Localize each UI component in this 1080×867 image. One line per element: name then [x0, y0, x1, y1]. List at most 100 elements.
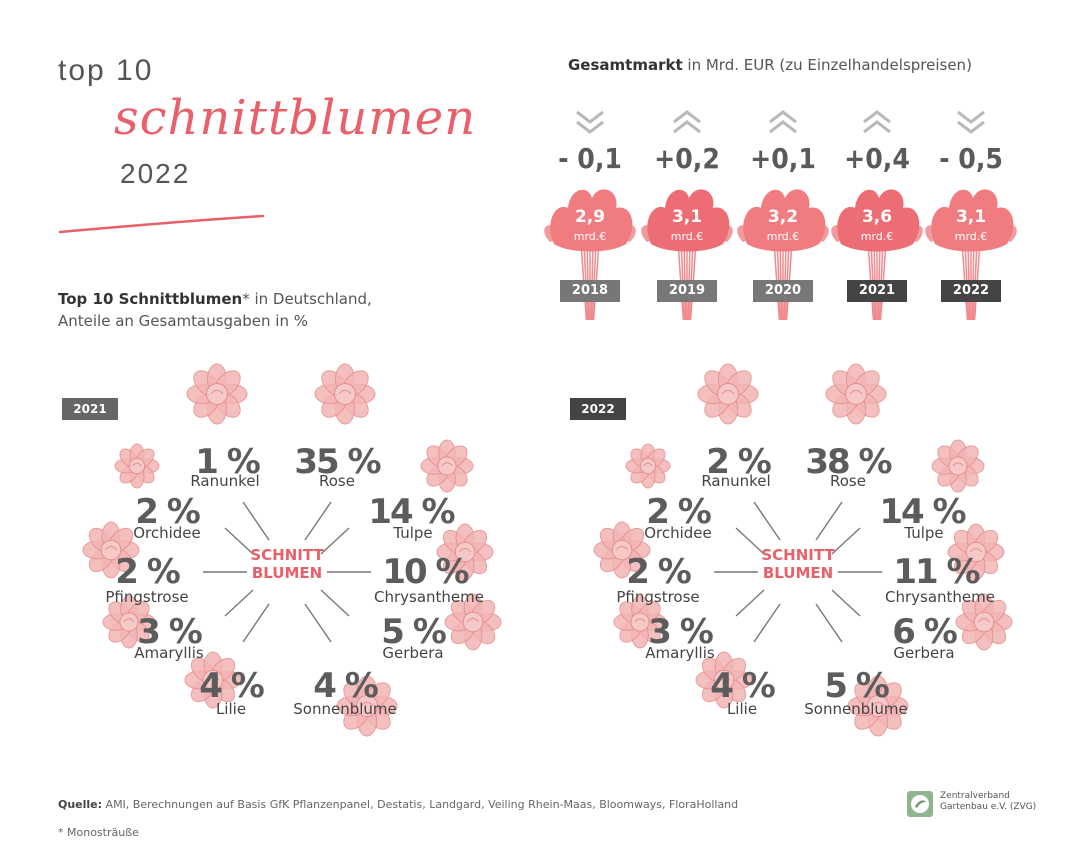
chevron-down-icon	[576, 110, 604, 134]
flower-illustration-icon	[436, 523, 494, 581]
center-label-line: SCHNITT	[761, 546, 835, 564]
flower-illustration-icon	[420, 439, 474, 493]
market-year-label: 2020	[753, 280, 813, 302]
share-percent: 5 %	[824, 666, 890, 706]
year-badge: 2022	[570, 398, 626, 420]
market-value: 3,2	[767, 207, 799, 227]
title-year: 2022	[120, 158, 191, 189]
share-percent: 14 %	[368, 492, 455, 532]
market-unit: mrd.€	[766, 230, 800, 243]
flower-illustration-icon	[314, 363, 376, 425]
subtitle: Top 10 Schnittblumen* in Deutschland, An…	[58, 288, 372, 332]
market-unit: mrd.€	[954, 230, 988, 243]
flower-illustration-icon	[613, 595, 667, 649]
flower-illustration-icon	[336, 675, 398, 737]
share-percent: 38 %	[805, 442, 892, 482]
chevron-down-icon	[957, 110, 985, 134]
zvg-line1: Zentralverband	[940, 791, 1010, 801]
source-note: Quelle: AMI, Berechnungen auf Basis GfK …	[58, 798, 738, 811]
market-unit: mrd.€	[573, 230, 607, 243]
share-percent: 4 %	[710, 666, 776, 706]
flower-name: Gerbera	[893, 644, 955, 662]
center-label-line: BLUMEN	[251, 564, 323, 582]
flower-illustration-icon	[695, 651, 753, 709]
flower-name: Ranunkel	[190, 472, 260, 490]
flower-illustration-icon	[114, 443, 160, 489]
chevron-up-icon	[769, 110, 797, 134]
flower-name: Chrysantheme	[374, 588, 484, 606]
share-percent: 2 %	[706, 442, 772, 482]
market-value: 2,9	[574, 207, 606, 227]
flower-name: Lilie	[726, 700, 758, 718]
market-year-label: 2021	[847, 280, 907, 302]
zvg-text: Zentralverband Gartenbau e.V. (ZVG)	[940, 791, 1036, 813]
market-value: 3,1	[671, 207, 703, 227]
bouquet-icon	[831, 189, 923, 321]
zvg-emblem-icon	[907, 791, 933, 817]
flower-name: Sonnenblume	[293, 700, 397, 718]
market-unit: mrd.€	[860, 230, 894, 243]
subtitle-bold: Top 10 Schnittblumen	[58, 290, 243, 308]
flower-illustration-icon	[825, 363, 887, 425]
flower-illustration-icon	[931, 439, 985, 493]
flower-name: Gerbera	[382, 644, 444, 662]
bouquet-icon	[737, 189, 829, 321]
chevron-up-icon	[673, 110, 701, 134]
market-unit: mrd.€	[670, 230, 704, 243]
flower-name: Chrysantheme	[885, 588, 995, 606]
flower-name: Rose	[319, 472, 355, 490]
flower-illustration-icon	[186, 363, 248, 425]
share-percent: 14 %	[879, 492, 966, 532]
flower-name: Amaryllis	[645, 644, 715, 662]
share-percent: 3 %	[648, 612, 714, 652]
share-percent: 2 %	[115, 552, 181, 592]
flower-illustration-icon	[184, 651, 242, 709]
center-label: SCHNITT BLUMEN	[237, 546, 337, 582]
bouquet-icon	[544, 189, 636, 321]
market-delta: - 0,1	[558, 142, 622, 175]
flower-name: Amaryllis	[134, 644, 204, 662]
connector-lines	[714, 501, 882, 643]
flower-name: Tulpe	[904, 524, 944, 542]
subtitle-rest: * in Deutschland,	[242, 290, 372, 308]
market-delta: +0,1	[750, 142, 816, 175]
share-percent: 35 %	[294, 442, 381, 482]
title-line-1: top 10	[58, 54, 154, 87]
flower-name: Pfingstrose	[616, 588, 700, 606]
market-year-label: 2019	[657, 280, 717, 302]
flower-illustration-icon	[102, 595, 156, 649]
zvg-logo: Zentralverband Gartenbau e.V. (ZVG)	[906, 790, 1056, 820]
market-title: Gesamtmarkt in Mrd. EUR (zu Einzelhandel…	[568, 56, 972, 74]
flower-illustration-icon	[444, 593, 502, 651]
share-percent: 2 %	[135, 492, 201, 532]
source-text: AMI, Berechnungen auf Basis GfK Pflanzen…	[102, 798, 739, 811]
center-label-line: SCHNITT	[250, 546, 324, 564]
flower-illustration-icon	[847, 675, 909, 737]
share-percent: 11 %	[893, 552, 980, 592]
year-badge: 2021	[62, 398, 118, 420]
flower-name: Orchidee	[133, 524, 201, 542]
share-percent: 10 %	[382, 552, 469, 592]
market-delta: +0,4	[844, 142, 910, 175]
flower-name: Lilie	[215, 700, 247, 718]
center-label: SCHNITT BLUMEN	[748, 546, 848, 582]
flower-illustration-icon	[697, 363, 759, 425]
market-year-label: 2018	[560, 280, 620, 302]
share-percent: 6 %	[892, 612, 958, 652]
bouquet-icon	[641, 189, 733, 321]
market-value: 3,6	[861, 207, 893, 227]
market-year-label: 2022	[941, 280, 1001, 302]
flower-name: Pfingstrose	[105, 588, 189, 606]
flower-name: Ranunkel	[701, 472, 771, 490]
share-percent: 5 %	[381, 612, 447, 652]
flower-illustration-icon	[593, 521, 651, 579]
market-title-rest: in Mrd. EUR (zu Einzelhandelspreisen)	[682, 56, 972, 74]
share-percent: 3 %	[137, 612, 203, 652]
zvg-line2: Gartenbau e.V. (ZVG)	[940, 802, 1037, 812]
share-percent: 1 %	[195, 442, 261, 482]
title-script: schnittblumen	[114, 90, 477, 146]
share-percent: 4 %	[313, 666, 379, 706]
flower-illustration-icon	[82, 521, 140, 579]
flower-name: Rose	[830, 472, 866, 490]
flower-illustration-icon	[947, 523, 1005, 581]
